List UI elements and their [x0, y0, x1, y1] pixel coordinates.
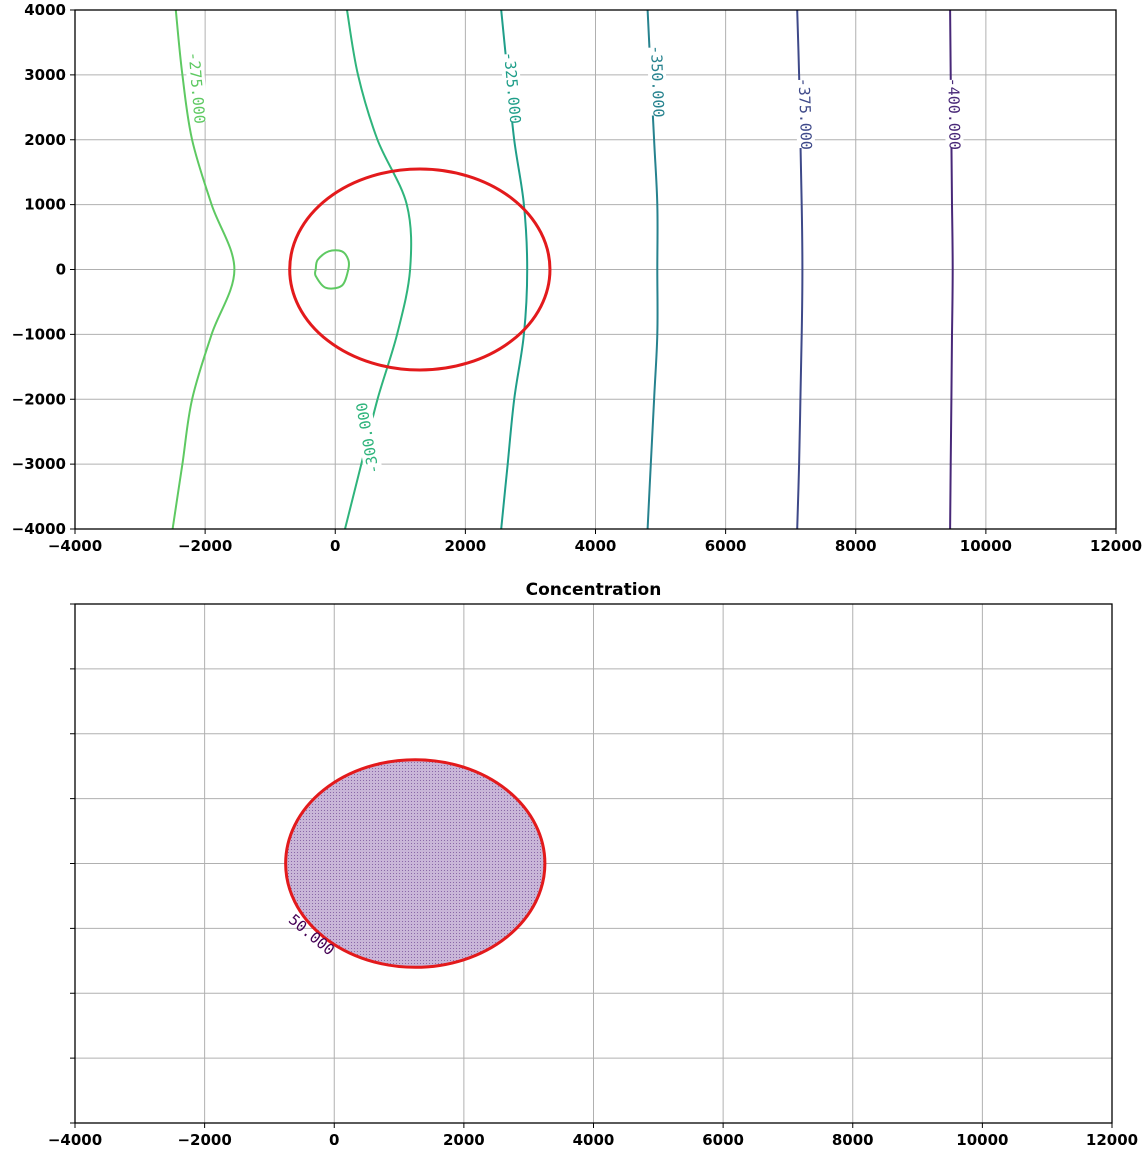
concentration-panel: 50.000 −4000 −2000 0 2000 4000 6000 8000 10000 12…	[48, 580, 1138, 1149]
y-tick-label: −4000	[12, 520, 66, 538]
y-tick-label: 3000	[24, 66, 66, 84]
x-tick-label: 6000	[702, 1131, 744, 1149]
contour-label-bg	[353, 403, 383, 474]
x-tick-label: 2000	[445, 537, 487, 555]
x-tick-label: 12000	[1090, 537, 1142, 555]
y-tick-label: −2000	[12, 390, 66, 408]
y-tick-label: −3000	[12, 455, 66, 473]
x-tick-label: 2000	[443, 1131, 485, 1149]
contour-label: -350.000	[647, 45, 668, 118]
y-tick-label: 2000	[24, 131, 66, 149]
contour-label-bg	[500, 53, 525, 123]
boundary-ellipse	[284, 758, 547, 969]
x-tick-label: 8000	[835, 537, 877, 555]
x-tick-label: 0	[330, 537, 340, 555]
x-tick-label: 10000	[956, 1131, 1008, 1149]
contour-label-bg	[944, 79, 964, 148]
contour-label-bg	[794, 79, 816, 149]
x-tick-label: 10000	[960, 537, 1012, 555]
plot-area: 50.000	[284, 758, 547, 969]
chart-title: Concentration	[526, 580, 662, 600]
x-tick-label: 12000	[1086, 1131, 1138, 1149]
y-tick-label: 4000	[24, 1, 66, 19]
contour-label: -325.000	[500, 51, 524, 125]
x-tick-label: 8000	[832, 1131, 874, 1149]
x-tick-label: −4000	[48, 1131, 102, 1149]
contour-label: -375.000	[795, 77, 816, 150]
contour-line	[313, 249, 351, 290]
contour-panel-top: -275.000-300.000-325.000 -350.000 -375.000…	[12, 1, 1142, 555]
boundary-ellipse	[288, 167, 552, 372]
x-tick-label: −4000	[48, 537, 102, 555]
contour-label-bg	[184, 53, 209, 123]
y-tick-label: 1000	[24, 196, 66, 214]
contour-line	[171, 10, 236, 529]
x-tick-label: −2000	[178, 537, 232, 555]
x-tick-label: 4000	[573, 1131, 615, 1149]
contour-label: -400.000	[944, 78, 963, 151]
x-tick-label: −2000	[177, 1131, 231, 1149]
x-tick-label: 4000	[575, 537, 617, 555]
x-tick-label: 0	[329, 1131, 339, 1149]
y-tick-label: −1000	[12, 325, 66, 343]
contour-label-bg	[647, 47, 668, 116]
x-tick-label: 6000	[705, 537, 747, 555]
y-tick-label: 0	[56, 261, 66, 279]
